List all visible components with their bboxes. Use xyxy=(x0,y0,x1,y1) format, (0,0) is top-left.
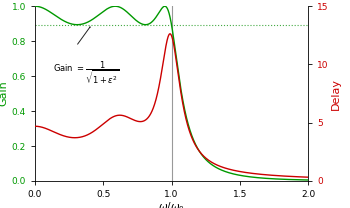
Y-axis label: Delay: Delay xyxy=(331,78,341,110)
Y-axis label: Gain: Gain xyxy=(0,81,9,106)
Text: Gain $= \dfrac{1}{\sqrt{1+\varepsilon^2}}$: Gain $= \dfrac{1}{\sqrt{1+\varepsilon^2}… xyxy=(53,59,120,86)
X-axis label: $\omega/\omega_0$: $\omega/\omega_0$ xyxy=(158,200,185,208)
